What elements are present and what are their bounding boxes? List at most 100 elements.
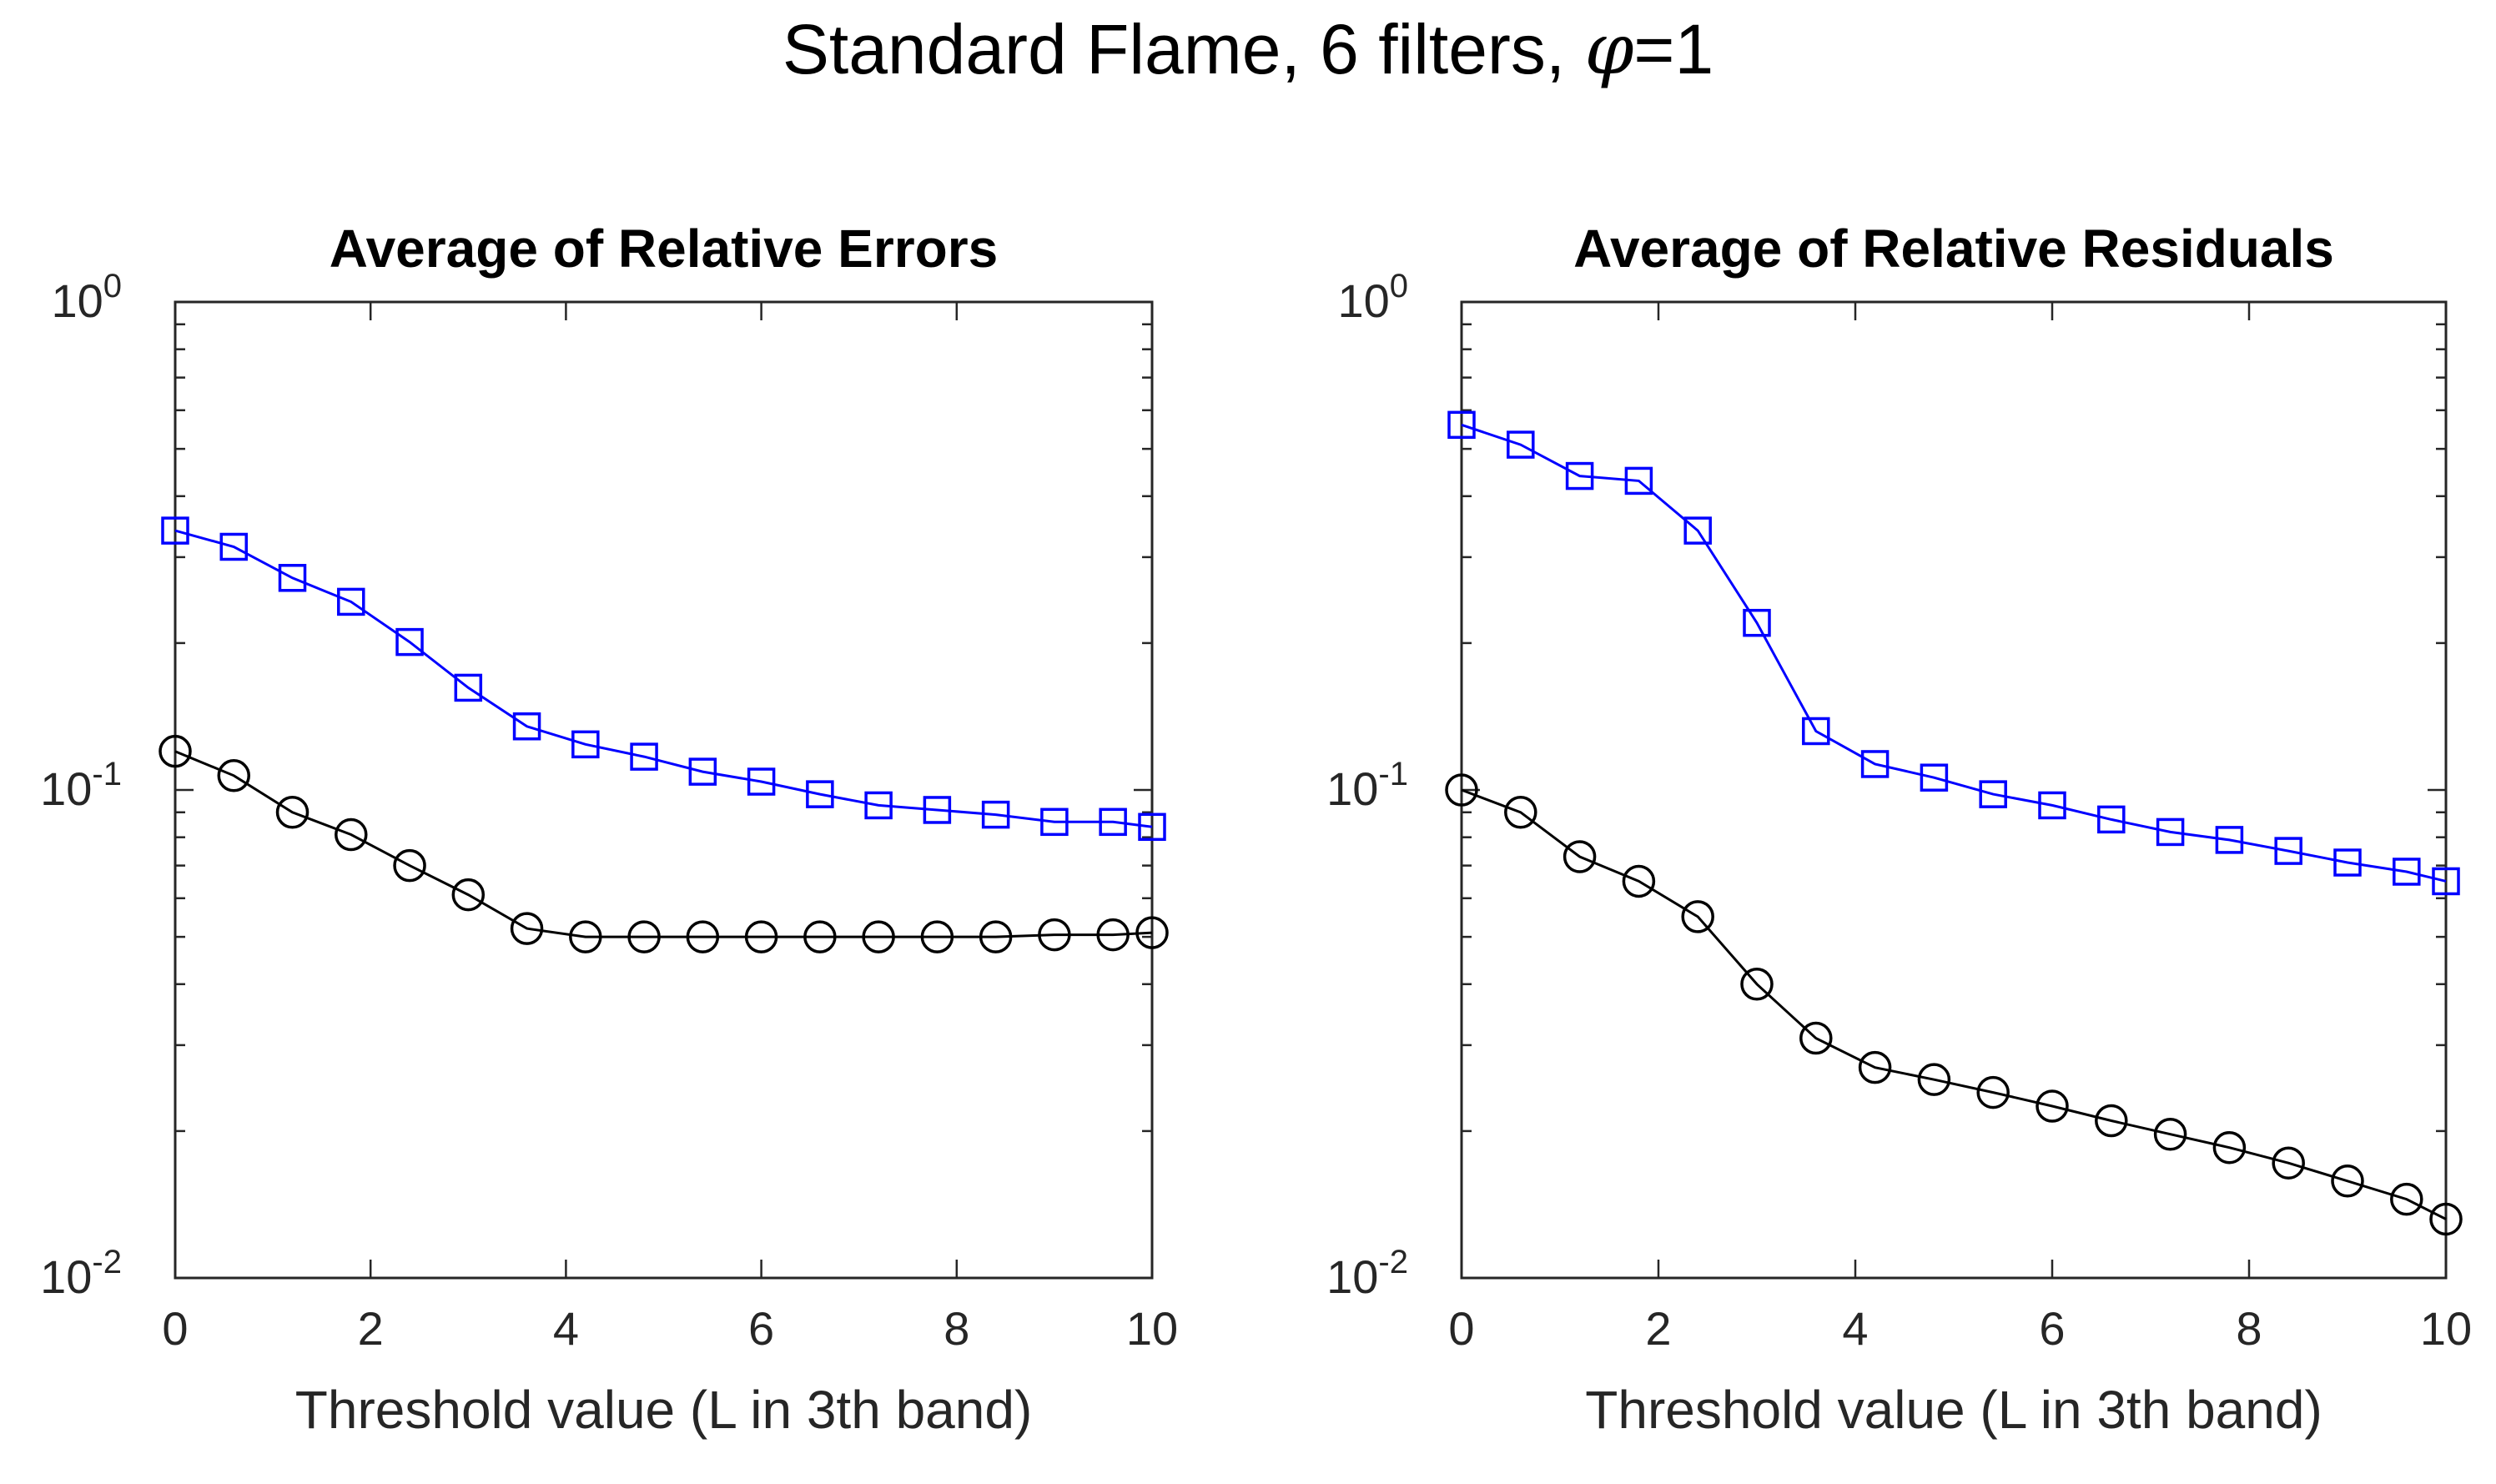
data-point-square: [2274, 837, 2302, 865]
data-point-square: [454, 673, 483, 702]
data-point-circle: [1740, 968, 1774, 1001]
data-point-circle: [979, 920, 1013, 953]
x-tick-label: 2: [358, 1302, 384, 1355]
panel-title: Average of Relative Residuals: [1573, 219, 2334, 279]
data-point-circle: [1681, 900, 1714, 933]
x-tick-label: 4: [553, 1302, 579, 1355]
x-axis-label: Threshold value (L in 3th band): [1585, 1380, 2322, 1440]
data-point-square: [2215, 826, 2244, 854]
data-point-square: [630, 742, 658, 771]
data-point-circle: [2095, 1104, 2128, 1138]
data-point-square: [806, 780, 834, 808]
x-tick-label: 8: [2236, 1302, 2262, 1355]
data-point-circle: [451, 878, 486, 912]
x-tick-label: 6: [2039, 1302, 2065, 1355]
data-point-square: [337, 587, 365, 616]
data-point-circle: [862, 920, 895, 953]
data-point-circle: [569, 920, 602, 953]
data-point-circle: [510, 912, 544, 945]
data-point-circle: [335, 817, 368, 852]
y-tick-label: 100: [51, 268, 122, 327]
data-point-circle: [1096, 918, 1130, 952]
series-line-square: [1461, 423, 2447, 883]
data-point-circle: [217, 759, 251, 792]
data-point-square: [1624, 466, 1653, 496]
y-tick-label: 10-1: [1326, 756, 1408, 815]
data-point-square: [278, 564, 307, 592]
data-point-circle: [920, 920, 954, 953]
data-point-square: [2432, 867, 2460, 896]
data-point-square: [1507, 430, 1535, 459]
data-point-circle: [2429, 1202, 2463, 1236]
data-point-square: [1802, 717, 1830, 746]
series-line-square: [174, 529, 1153, 828]
data-point-circle: [744, 920, 778, 953]
x-tick-label: 0: [162, 1302, 188, 1355]
data-point-square: [2156, 817, 2185, 847]
chart-panel-2: Average of Relative Residuals 10-2 10-1 100…: [1326, 219, 2472, 1440]
data-point-circle: [159, 734, 192, 768]
y-tick-label: 10-2: [40, 1244, 122, 1303]
data-point-circle: [1563, 840, 1597, 873]
panel-title: Average of Relative Errors: [330, 219, 999, 279]
data-point-square: [2333, 848, 2362, 877]
data-point-square: [688, 757, 717, 786]
x-tick-label: 10: [2420, 1302, 2472, 1355]
data-point-square: [2393, 858, 2421, 886]
panels: Average of Relative Errors 10-2 10-1 100 0 2 4…: [40, 219, 2472, 1440]
data-point-square: [1447, 410, 1476, 440]
data-point-square: [1920, 763, 1949, 792]
data-point-circle: [1976, 1075, 2010, 1109]
data-point-square: [981, 800, 1010, 829]
data-point-circle: [1917, 1063, 1951, 1096]
data-point-circle: [686, 920, 720, 953]
data-point-circle: [1622, 864, 1656, 898]
x-tick-label: 4: [1842, 1302, 1868, 1355]
data-point-square: [1138, 812, 1166, 842]
data-point-square: [512, 712, 541, 741]
data-point-circle: [1504, 796, 1537, 829]
data-point-square: [161, 516, 189, 545]
data-point-square: [747, 767, 776, 796]
series-line-circle: [174, 750, 1153, 938]
x-axis-label: Threshold value (L in 3th band): [295, 1380, 1033, 1440]
data-point-square: [1860, 750, 1890, 778]
data-point-square: [1565, 461, 1594, 490]
data-point-circle: [1858, 1050, 1892, 1084]
data-point-square: [1743, 608, 1771, 637]
data-point-square: [2038, 791, 2066, 820]
series-line-circle: [1461, 788, 2447, 1220]
data-point-circle: [2036, 1089, 2069, 1123]
data-point-square: [1979, 780, 2007, 808]
data-point-circle: [1038, 918, 1071, 952]
data-point-circle: [1445, 773, 1478, 807]
y-tick-label: 100: [1337, 268, 1408, 327]
data-point-square: [923, 796, 952, 824]
data-point-circle: [1799, 1021, 1833, 1055]
data-point-square: [395, 627, 424, 656]
x-tick-label: 10: [1126, 1302, 1178, 1355]
y-tick-label: 10-2: [1326, 1244, 1408, 1303]
data-point-circle: [2272, 1146, 2305, 1180]
data-point-circle: [1135, 916, 1169, 949]
y-tick-label: 10-1: [40, 756, 122, 815]
data-point-square: [571, 730, 600, 759]
data-point-square: [1099, 807, 1127, 837]
data-point-circle: [393, 848, 426, 883]
x-tick-label: 2: [1645, 1302, 1671, 1355]
data-point-circle: [803, 920, 837, 953]
data-point-circle: [627, 920, 661, 953]
figure-title: Standard Flame, 6 filters, φ=1: [783, 8, 1713, 90]
data-point-circle: [2153, 1117, 2187, 1151]
data-point-square: [219, 532, 249, 561]
data-point-square: [1683, 516, 1712, 545]
data-point-circle: [275, 796, 309, 829]
x-tick-label: 8: [944, 1302, 969, 1355]
x-tick-label: 6: [748, 1302, 774, 1355]
data-point-square: [1040, 807, 1069, 837]
data-point-circle: [2331, 1165, 2364, 1198]
data-point-circle: [2212, 1130, 2247, 1165]
data-point-circle: [2390, 1182, 2423, 1216]
